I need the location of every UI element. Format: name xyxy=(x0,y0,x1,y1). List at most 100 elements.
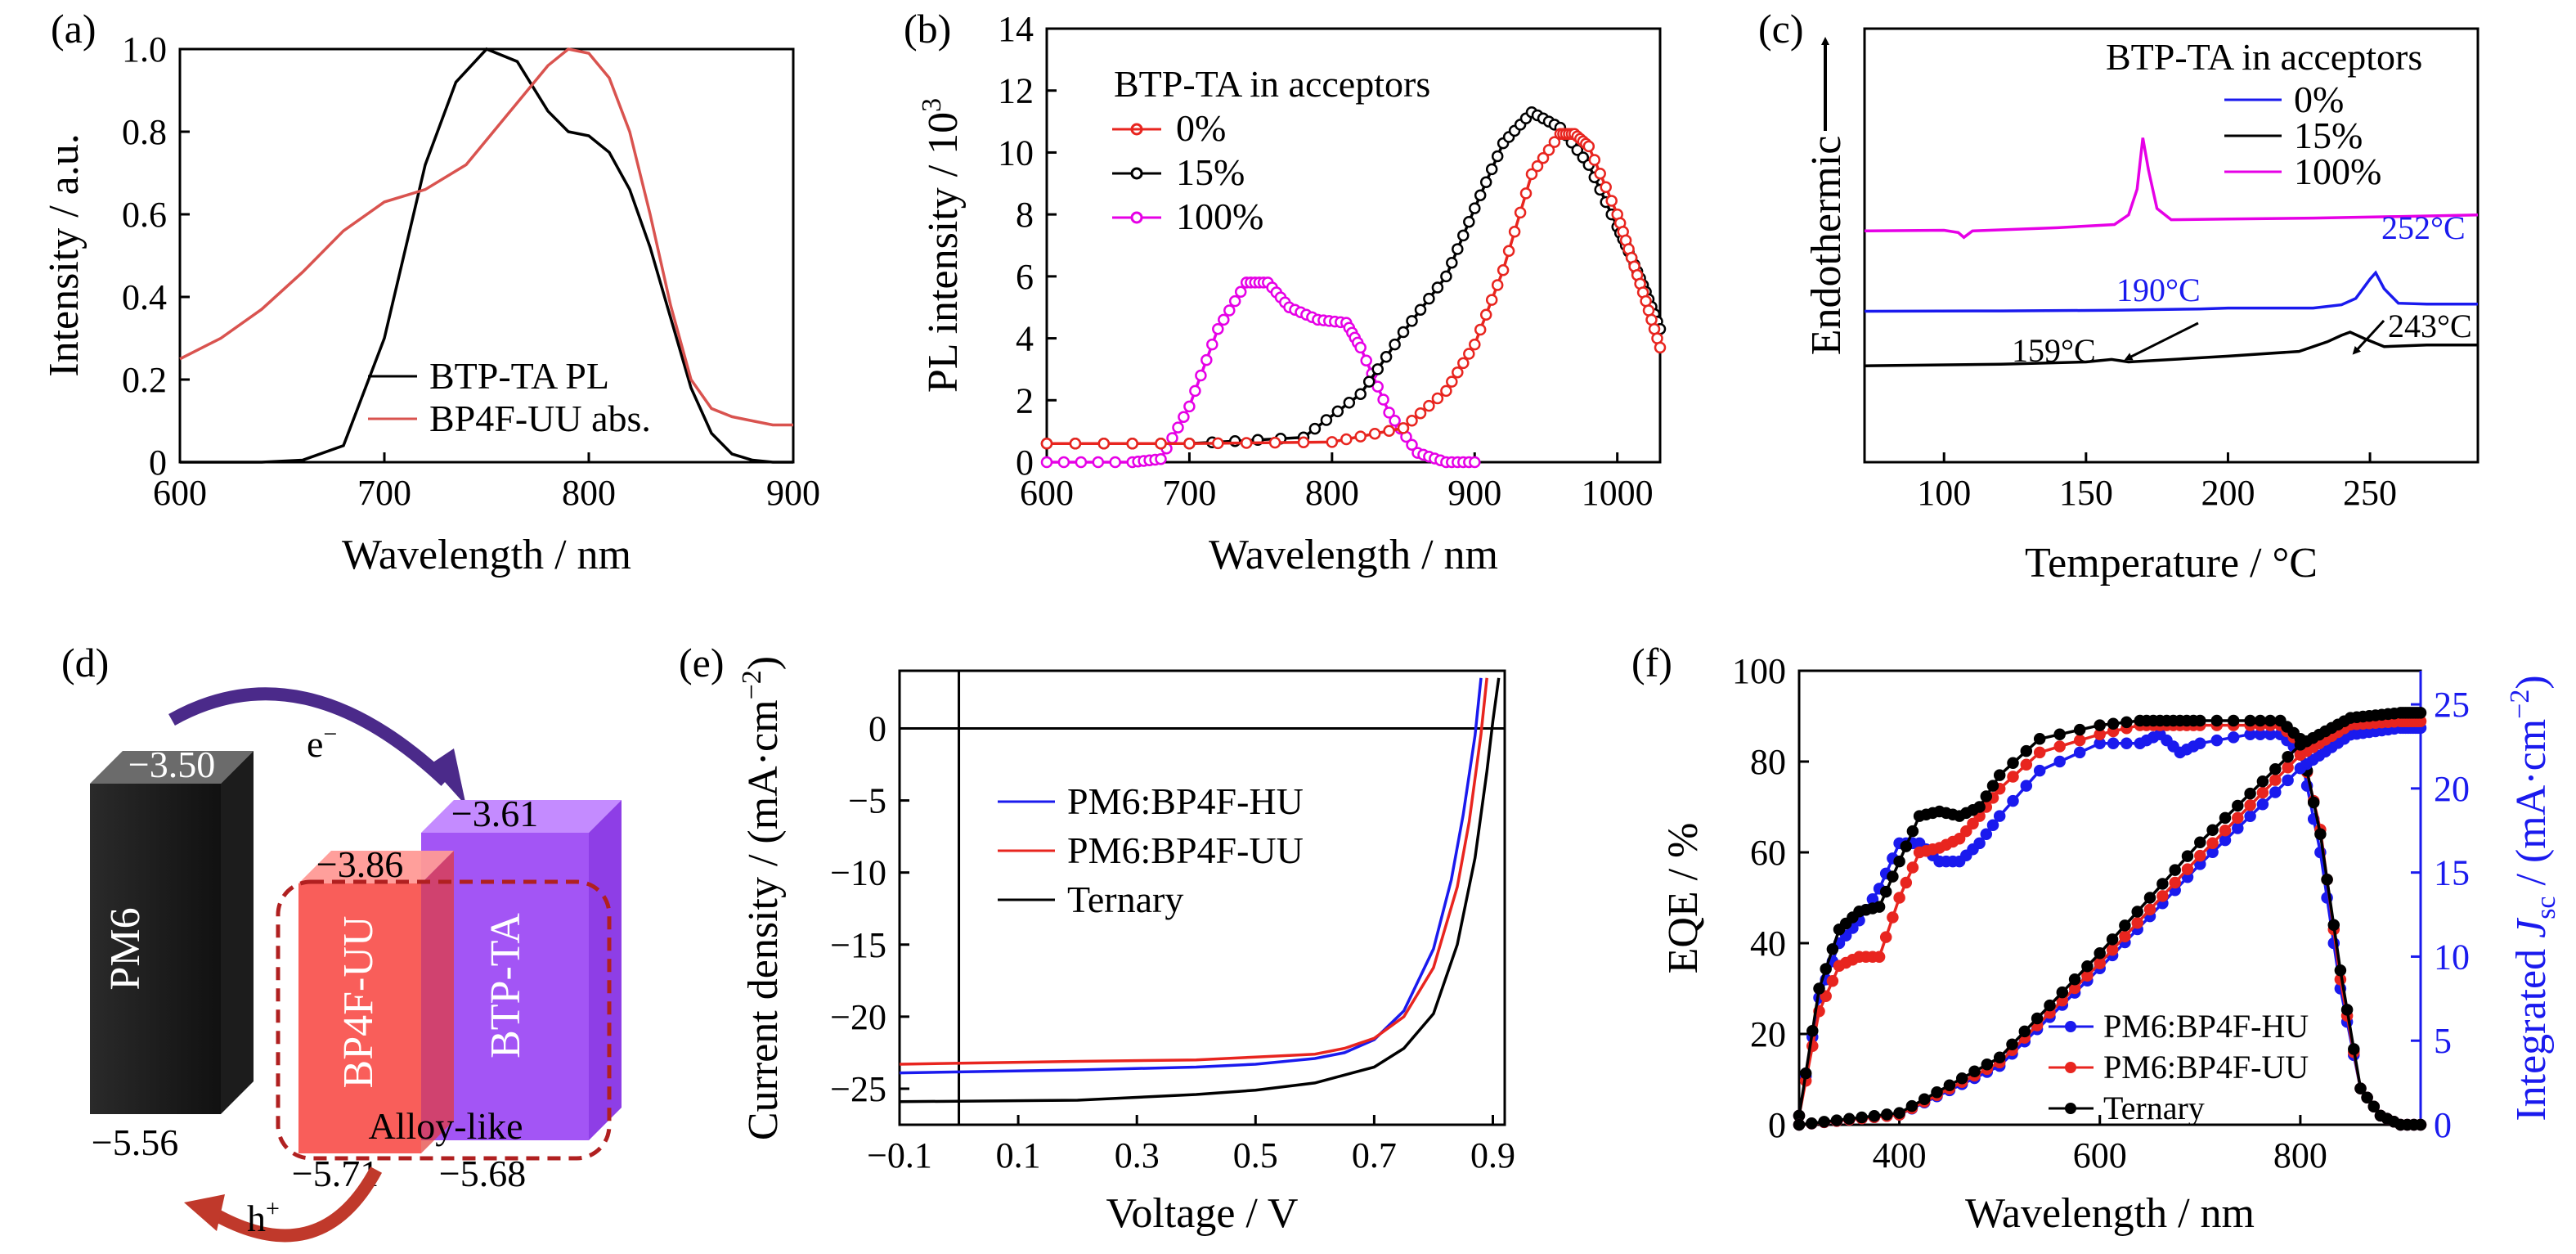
series-point xyxy=(1469,338,1481,351)
series-point xyxy=(1383,407,1395,419)
series-point xyxy=(2119,930,2131,943)
bp4f-side-face xyxy=(421,851,454,1153)
series-point xyxy=(1109,456,1121,469)
series-point xyxy=(1577,151,1590,164)
series-point xyxy=(1228,435,1241,447)
series-point xyxy=(1525,168,1538,181)
series-point xyxy=(1389,338,1401,351)
btp-lumo-level: −3.61 xyxy=(451,793,538,834)
series-point xyxy=(2321,874,2333,886)
series-point xyxy=(1491,279,1504,291)
panel-f-label: (f) xyxy=(1631,640,1672,685)
series-point xyxy=(2094,957,2106,969)
series-point xyxy=(1820,963,1832,975)
series-point xyxy=(2073,734,2086,747)
series-point xyxy=(1502,245,1515,258)
series-point xyxy=(1218,313,1230,326)
series-point xyxy=(2143,892,2156,904)
pm6-label: PM6 xyxy=(102,907,149,990)
bp4f-block xyxy=(298,883,421,1153)
series-point xyxy=(1474,189,1487,201)
legend-pm6-bp4f-hu: PM6:BP4F-HU xyxy=(1067,780,1304,822)
y-tick-label: −5 xyxy=(848,781,886,821)
series-point xyxy=(1431,392,1444,405)
x-tick-label: 1000 xyxy=(1582,473,1654,513)
pm6-lumo-level: −3.50 xyxy=(128,744,215,785)
series-point xyxy=(1973,801,1986,813)
series-point xyxy=(1826,975,1839,987)
electron-transfer-arrow-icon xyxy=(168,687,451,786)
series-point xyxy=(1126,438,1138,450)
series-point xyxy=(1368,427,1381,440)
series-point xyxy=(2206,837,2219,849)
panel-e-ylabel: Current density / (mA·cm−2) xyxy=(737,656,787,1140)
y-tick-label: 0 xyxy=(1016,443,1034,483)
legend-marker-0 xyxy=(1130,123,1143,136)
series-point xyxy=(1371,380,1384,393)
series-point xyxy=(1423,292,1435,305)
panel-c-legend-title: BTP-TA in acceptors xyxy=(2106,36,2422,78)
x-tick-label: 800 xyxy=(1305,473,1359,513)
y-tick-label: 10 xyxy=(998,133,1034,173)
series-point xyxy=(2094,719,2106,731)
series-point xyxy=(1172,421,1184,434)
series-point xyxy=(2210,734,2224,747)
series-point xyxy=(2244,799,2256,811)
y2-tick-label: 20 xyxy=(2434,769,2470,809)
series-point xyxy=(1980,828,1993,841)
panel-c-legend: BTP-TA in acceptors 0% 15% 100% xyxy=(2106,36,2422,192)
series-point xyxy=(1900,876,1913,889)
series-point xyxy=(1600,181,1612,194)
panel-b-ylabel: PL intensity / 103 xyxy=(917,98,967,393)
series-point xyxy=(2081,969,2094,982)
series-point xyxy=(1993,1051,2006,1064)
series-point xyxy=(2334,964,2347,977)
electron-sup: − xyxy=(323,721,337,748)
x-tick-label: 0.9 xyxy=(1470,1135,1515,1175)
series-point xyxy=(2354,1082,2367,1094)
panel-b-label: (b) xyxy=(904,6,951,52)
annotation-159c: 159°C xyxy=(2012,332,2096,369)
series-point xyxy=(2033,764,2046,777)
y-tick-label: 0 xyxy=(868,708,886,748)
bp4f-label: BP4F-UU xyxy=(335,916,382,1089)
series-point xyxy=(2219,834,2232,847)
series-point xyxy=(1960,825,1972,838)
series-point xyxy=(2210,714,2224,727)
legend-btp-ta-pl: BTP-TA PL xyxy=(429,355,609,397)
hole-text: h xyxy=(247,1198,266,1239)
series-point xyxy=(1228,294,1241,308)
series-point xyxy=(2194,836,2206,848)
y2-tick-label: 15 xyxy=(2434,853,2470,893)
series-point xyxy=(1993,769,2006,781)
panel-c-series xyxy=(1864,137,2479,367)
y-tick-label: 0.8 xyxy=(122,112,167,152)
series-point xyxy=(1406,315,1418,327)
x-tick-label: 900 xyxy=(766,473,820,513)
y-tick-label: 8 xyxy=(1016,195,1034,235)
series-point xyxy=(1440,384,1452,398)
series-point xyxy=(2256,775,2269,788)
series-point xyxy=(2033,746,2046,759)
series-point xyxy=(1380,351,1393,363)
x-tick-label: 600 xyxy=(153,473,207,513)
series-point xyxy=(2264,714,2277,727)
series-point xyxy=(2219,825,2232,837)
series-point xyxy=(1537,151,1550,164)
series-point xyxy=(1200,353,1213,366)
series-point xyxy=(2348,1043,2360,1055)
series-point xyxy=(2156,878,2169,890)
panel-e-series xyxy=(899,677,1501,1103)
series-point xyxy=(1166,432,1178,444)
series-point xyxy=(1040,456,1053,469)
series-line-0- xyxy=(1047,132,1662,446)
y-tick-label: 40 xyxy=(1750,924,1786,964)
panel-b-legend-title: BTP-TA in acceptors xyxy=(1114,63,1430,105)
series-point xyxy=(2314,828,2327,841)
series-line-pm6-bp4f-hu xyxy=(899,677,1483,1075)
series-point xyxy=(1354,341,1367,354)
series-point xyxy=(2219,811,2232,825)
series-point xyxy=(1155,438,1167,450)
series-point xyxy=(1406,438,1418,452)
y2-tick-label: 0 xyxy=(2434,1105,2452,1145)
